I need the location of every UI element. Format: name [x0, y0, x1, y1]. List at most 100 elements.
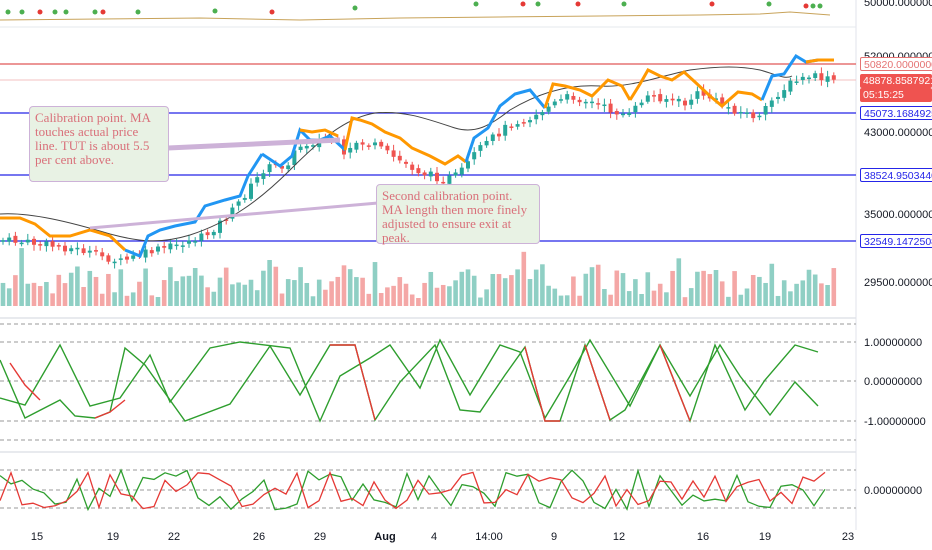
volume-bar [434, 287, 440, 306]
volume-bar [502, 278, 508, 306]
volume-bar [329, 281, 334, 306]
volume-bar [688, 288, 694, 306]
volume-bar [719, 281, 725, 306]
volume-bar [682, 297, 688, 306]
candle-body [552, 101, 557, 106]
volume-bar [670, 270, 675, 306]
candle-body [453, 172, 458, 176]
candle-body [354, 142, 359, 150]
date-label: 14:00 [475, 531, 503, 543]
volume-bar [168, 267, 173, 306]
annotation-note-2[interactable]: Second calibration point. MA length then… [376, 184, 540, 245]
candle-body [50, 241, 55, 247]
volume-bar [68, 272, 74, 306]
candle-body [63, 245, 67, 252]
volume-bar [819, 283, 824, 306]
volume-bar [595, 264, 601, 306]
volume-bar [0, 282, 6, 306]
candle-body [230, 207, 235, 219]
volume-bar [558, 295, 564, 306]
candle-body [788, 80, 793, 92]
volume-bar [738, 294, 744, 306]
candle-body [670, 98, 675, 101]
candle-body [131, 255, 136, 259]
candle-body [794, 81, 799, 83]
volume-bar [800, 280, 806, 306]
candle-body [503, 124, 508, 136]
volume-bar [546, 285, 551, 306]
candle-body [583, 101, 588, 104]
volume-bar [304, 282, 310, 306]
flag-level-2: 38524.95034404 [860, 168, 932, 182]
volume-bar [298, 267, 303, 306]
volume-bar [447, 286, 452, 306]
volume-bar [248, 279, 254, 306]
volume-bar [161, 280, 167, 306]
volume-bar [589, 267, 595, 306]
candle-body [490, 134, 495, 141]
volume-bar [459, 271, 465, 306]
candle-body [1, 240, 5, 242]
volume-bar [775, 295, 781, 306]
volume-bar [645, 272, 651, 306]
volume-bar [124, 295, 130, 306]
candle-body [683, 100, 687, 106]
volume-bar [44, 281, 49, 306]
volume-bar [143, 268, 148, 306]
volume-bar [378, 292, 384, 306]
candle-body [56, 245, 61, 247]
volume-bar [639, 294, 644, 306]
candle-body [800, 76, 805, 81]
candle-body [100, 252, 105, 257]
volume-bar [155, 296, 161, 306]
date-label: 23 [841, 531, 855, 543]
volume-bar [205, 287, 210, 306]
volume-bar [577, 295, 582, 306]
candle-body [497, 133, 501, 137]
volume-bar [267, 259, 272, 306]
date-label: 26 [252, 531, 266, 543]
candle-body [168, 243, 173, 250]
candle-body [825, 76, 830, 82]
volume-bar [701, 270, 706, 306]
candle-body [602, 104, 607, 107]
top-strip-dots [5, 1, 823, 15]
volume-bar [602, 289, 607, 306]
volume-bar [825, 285, 830, 306]
volume-bar [199, 275, 204, 306]
date-label: 16 [696, 531, 710, 543]
candle-body [763, 105, 768, 115]
candle-body [397, 155, 402, 161]
candle-body [559, 99, 563, 101]
candle-body [13, 235, 18, 243]
volume-bar [87, 270, 93, 306]
candle-body [466, 161, 470, 169]
candle-body [422, 172, 427, 176]
volume-bar [794, 283, 799, 306]
volume-bar [360, 277, 365, 306]
osc1-tick-1: 1.00000000 [864, 337, 922, 349]
volume-bar [633, 279, 638, 306]
volume-bar [6, 288, 12, 306]
candle-body [38, 244, 43, 246]
volume-bar [422, 282, 427, 306]
candle-body [695, 91, 700, 99]
oscillator-2-green [0, 468, 826, 512]
candle-body [515, 124, 520, 127]
candle-body [410, 164, 415, 170]
flag-level-3: 32549.14725082 [860, 234, 932, 248]
volume-bar [223, 267, 229, 306]
volume-bar [316, 279, 322, 306]
volume-bar [354, 277, 359, 306]
candle-body [732, 105, 737, 114]
volume-bar [118, 269, 124, 306]
volume-bar [323, 289, 328, 306]
volume-bar [13, 275, 18, 306]
volume-bar [620, 273, 626, 306]
candle-body [373, 142, 377, 146]
volume-bar [106, 273, 111, 306]
candle-body [509, 126, 514, 128]
annotation-note-1[interactable]: Calibration point. MA touches actual pri… [29, 106, 169, 182]
candle-body [608, 103, 613, 113]
